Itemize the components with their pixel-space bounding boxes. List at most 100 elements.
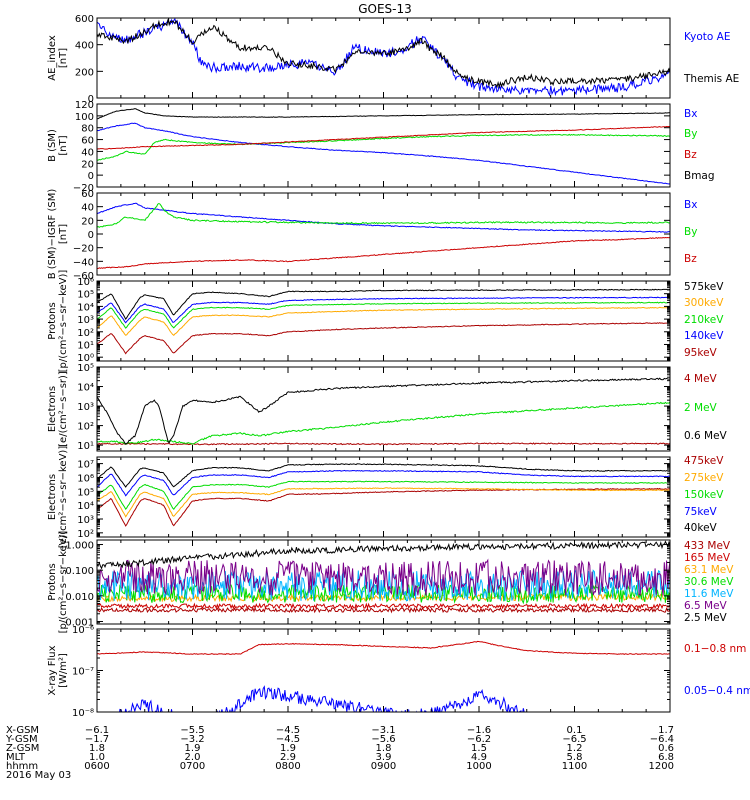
- legend-electrons1-2: 0.6 MeV: [684, 430, 728, 442]
- legend-protons2-2: 63.1 MeV: [684, 564, 734, 576]
- legend-xray-0: 0.1−0.8 nm: [684, 643, 746, 655]
- y-axis-label: Protons: [47, 563, 58, 600]
- legend-protons-0: 575keV: [684, 281, 724, 293]
- x-tick-value: −5.5: [180, 725, 204, 736]
- y-tick-label: 10⁴: [77, 383, 94, 394]
- y-tick-label: 0: [88, 171, 94, 182]
- y-tick-label: 0.010: [65, 592, 94, 603]
- series-bigrf-2: [97, 236, 670, 270]
- series-bsm-3: [97, 108, 670, 120]
- x-tick-value: −4.5: [276, 734, 300, 745]
- y-tick-label: 60: [81, 189, 94, 200]
- series-electrons2-3: [97, 469, 670, 497]
- x-tick-value: −1.6: [467, 725, 491, 736]
- x-tick-value: 5.8: [567, 752, 583, 763]
- y-tick-label: 10²: [77, 328, 94, 339]
- y-tick-label: 20: [81, 216, 94, 227]
- legend-bsm-1: By: [684, 128, 697, 140]
- y-tick-label: 0: [88, 230, 94, 241]
- y-tick-label: 1.000: [65, 541, 94, 552]
- x-tick-value: 0900: [371, 761, 396, 772]
- x-tick-value: 6.8: [658, 752, 674, 763]
- series-protons2-2: [97, 592, 670, 603]
- legend-bsm-2: Bz: [684, 149, 697, 161]
- x-tick-value: 1.8: [376, 743, 392, 754]
- y-tick-label: 10⁴: [77, 501, 94, 512]
- series-ae-1: [97, 19, 670, 89]
- series-bigrf-1: [97, 203, 670, 228]
- series-bsm-2: [97, 125, 670, 150]
- y-tick-label: 10⁷: [77, 460, 94, 471]
- y-tick-label: 10⁵: [77, 290, 94, 301]
- y-tick-label: 10⁵: [77, 487, 94, 498]
- x-tick-value: 0.1: [567, 725, 583, 736]
- legend-xray-1: 0.05−0.4 nm: [684, 685, 750, 697]
- legend-protons-3: 140keV: [684, 330, 724, 342]
- y-axis-label: [nT]: [58, 135, 69, 155]
- x-tick-value: 1.5: [471, 743, 487, 754]
- x-row-label: X-GSM: [6, 725, 39, 736]
- y-tick-label: 10⁻⁶: [72, 625, 94, 636]
- x-tick-value: 1000: [466, 761, 491, 772]
- plot-title: GOES-13: [358, 2, 412, 16]
- y-tick-label: −40: [73, 257, 94, 268]
- x-tick-value: 1.9: [185, 743, 201, 754]
- y-tick-label: 10⁴: [77, 302, 94, 313]
- legend-protons2-4: 11.6 MeV: [684, 588, 734, 600]
- y-tick-label: 80: [81, 124, 94, 135]
- y-tick-label: 10⁶: [77, 277, 94, 288]
- legend-protons2-3: 30.6 MeV: [684, 576, 734, 588]
- y-tick-label: −20: [73, 244, 94, 255]
- legend-protons2-1: 165 MeV: [684, 552, 731, 564]
- x-tick-value: 3.9: [376, 752, 392, 763]
- y-tick-label: 10¹: [77, 441, 94, 452]
- x-tick-value: 1200: [649, 761, 674, 772]
- y-tick-label: 0.001: [65, 618, 94, 629]
- y-axis-label: [p/(cm²−s−sr−keV)]: [58, 270, 69, 373]
- series-xray-0: [97, 640, 670, 655]
- x-tick-value: −6.5: [562, 734, 586, 745]
- y-tick-label: 10²: [77, 529, 94, 540]
- series-electrons2-1: [97, 487, 670, 518]
- y-tick-label: 40: [81, 147, 94, 158]
- y-tick-label: 200: [75, 67, 94, 78]
- legend-electrons1-0: 4 MeV: [684, 373, 718, 385]
- y-tick-label: 10¹: [77, 340, 94, 351]
- x-tick-value: 0.6: [658, 743, 674, 754]
- panel-protons2: 0.001 0.010 0.100 1.000 Protons [p/(cm²−s−sr−…: [47, 531, 734, 634]
- x-tick-value: −1.7: [85, 734, 109, 745]
- y-tick-label: 10⁻⁷: [72, 667, 94, 678]
- x-tick-value: −4.5: [276, 725, 300, 736]
- y-tick-label: 400: [75, 41, 94, 52]
- y-tick-label: 0: [88, 94, 94, 105]
- legend-electrons1-1: 2 MeV: [684, 402, 718, 414]
- date-label: 2016 May 03: [6, 770, 71, 781]
- x-tick-value: 1.7: [658, 725, 674, 736]
- x-row-label: MLT: [6, 752, 26, 763]
- x-tick-value: 1.9: [280, 743, 296, 754]
- x-tick-value: 1100: [562, 761, 587, 772]
- y-tick-label: 10²: [77, 422, 94, 433]
- legend-electrons2-3: 75keV: [684, 506, 718, 518]
- legend-bigrf-1: By: [684, 226, 697, 238]
- series-protons-2: [97, 301, 670, 329]
- series-electrons2-0: [97, 487, 670, 527]
- y-axis-label: [e/(cm²−s−sr)]: [58, 371, 69, 447]
- panel-frame: [96, 280, 671, 362]
- legend-bigrf-2: Bz: [684, 253, 697, 265]
- x-row-label: hhmm: [6, 761, 38, 772]
- x-tick-value: 2.0: [185, 752, 201, 763]
- y-tick-label: 100: [75, 112, 94, 123]
- y-tick-label: 10⁵: [77, 363, 94, 374]
- panel-frame: [96, 456, 671, 538]
- x-tick-value: −6.1: [85, 725, 109, 736]
- series-protons-0: [97, 288, 670, 321]
- panel-frame: [96, 366, 671, 452]
- series-protons2-1: [97, 602, 670, 610]
- y-axis-label: B (SM)−IGRF (SM): [47, 189, 58, 280]
- y-axis-label: X-ray Flux: [47, 645, 58, 695]
- y-tick-label: −60: [73, 271, 94, 282]
